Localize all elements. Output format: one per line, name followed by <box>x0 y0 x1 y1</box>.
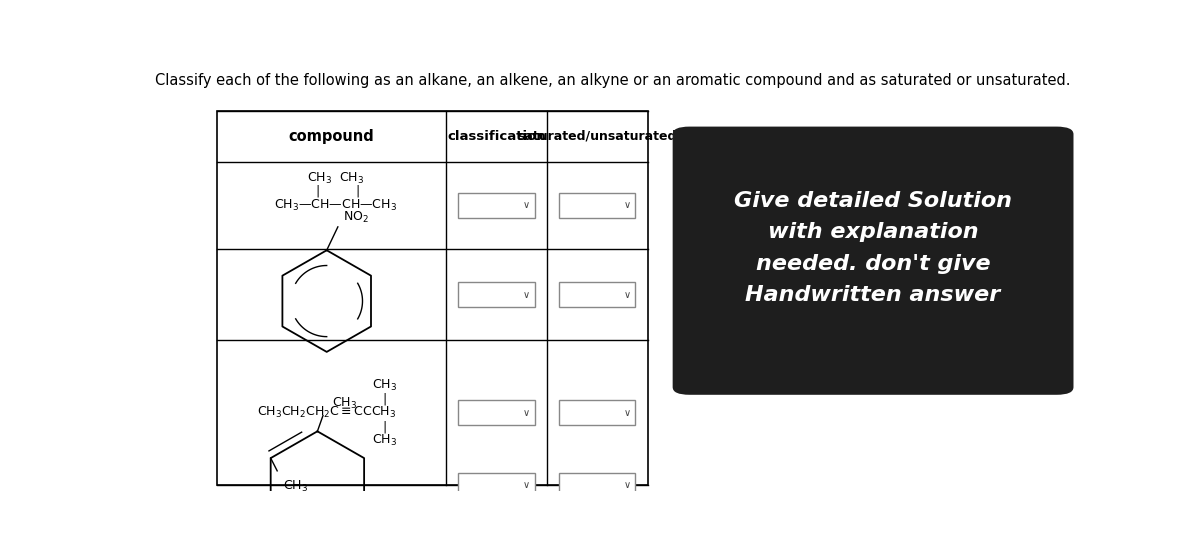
Bar <box>559 400 636 425</box>
Text: compound: compound <box>288 129 374 144</box>
Bar <box>559 473 636 497</box>
Text: |: | <box>316 185 319 198</box>
Text: CH$_3$: CH$_3$ <box>372 433 397 448</box>
Text: |: | <box>383 392 386 405</box>
Text: CH$_3$CH$_2$CH$_2$C$\equiv$CCCH$_3$: CH$_3$CH$_2$CH$_2$C$\equiv$CCCH$_3$ <box>257 405 396 420</box>
Bar <box>458 400 534 425</box>
Bar <box>559 193 636 218</box>
Text: ∨: ∨ <box>624 480 631 490</box>
Text: ∨: ∨ <box>523 480 529 490</box>
Text: CH$_3$: CH$_3$ <box>283 479 308 493</box>
Text: CH$_3$  CH$_3$: CH$_3$ CH$_3$ <box>307 171 365 186</box>
Bar <box>458 193 534 218</box>
Bar <box>458 283 534 307</box>
Text: saturated/unsaturated: saturated/unsaturated <box>517 130 677 143</box>
Text: classification: classification <box>448 130 546 143</box>
Text: ∨: ∨ <box>624 290 631 300</box>
Text: CH$_3$—CH—CH—CH$_3$: CH$_3$—CH—CH—CH$_3$ <box>275 198 397 213</box>
Text: Classify each of the following as an alkane, an alkene, an alkyne or an aromatic: Classify each of the following as an alk… <box>155 73 1070 88</box>
Text: CH$_3$: CH$_3$ <box>372 378 397 392</box>
Text: |: | <box>355 185 360 198</box>
Text: ∨: ∨ <box>523 290 529 300</box>
Text: CH$_3$: CH$_3$ <box>332 396 358 411</box>
Text: NO$_2$: NO$_2$ <box>342 210 368 225</box>
FancyBboxPatch shape <box>673 126 1074 395</box>
Text: ∨: ∨ <box>523 407 529 418</box>
Text: ∨: ∨ <box>624 407 631 418</box>
Text: ∨: ∨ <box>624 200 631 210</box>
Bar <box>217 111 648 485</box>
Text: Give detailed Solution
with explanation
needed. don't give
Handwritten answer: Give detailed Solution with explanation … <box>734 191 1012 305</box>
Bar <box>559 283 636 307</box>
Text: |: | <box>383 420 386 433</box>
Text: ∨: ∨ <box>523 200 529 210</box>
Bar <box>458 473 534 497</box>
